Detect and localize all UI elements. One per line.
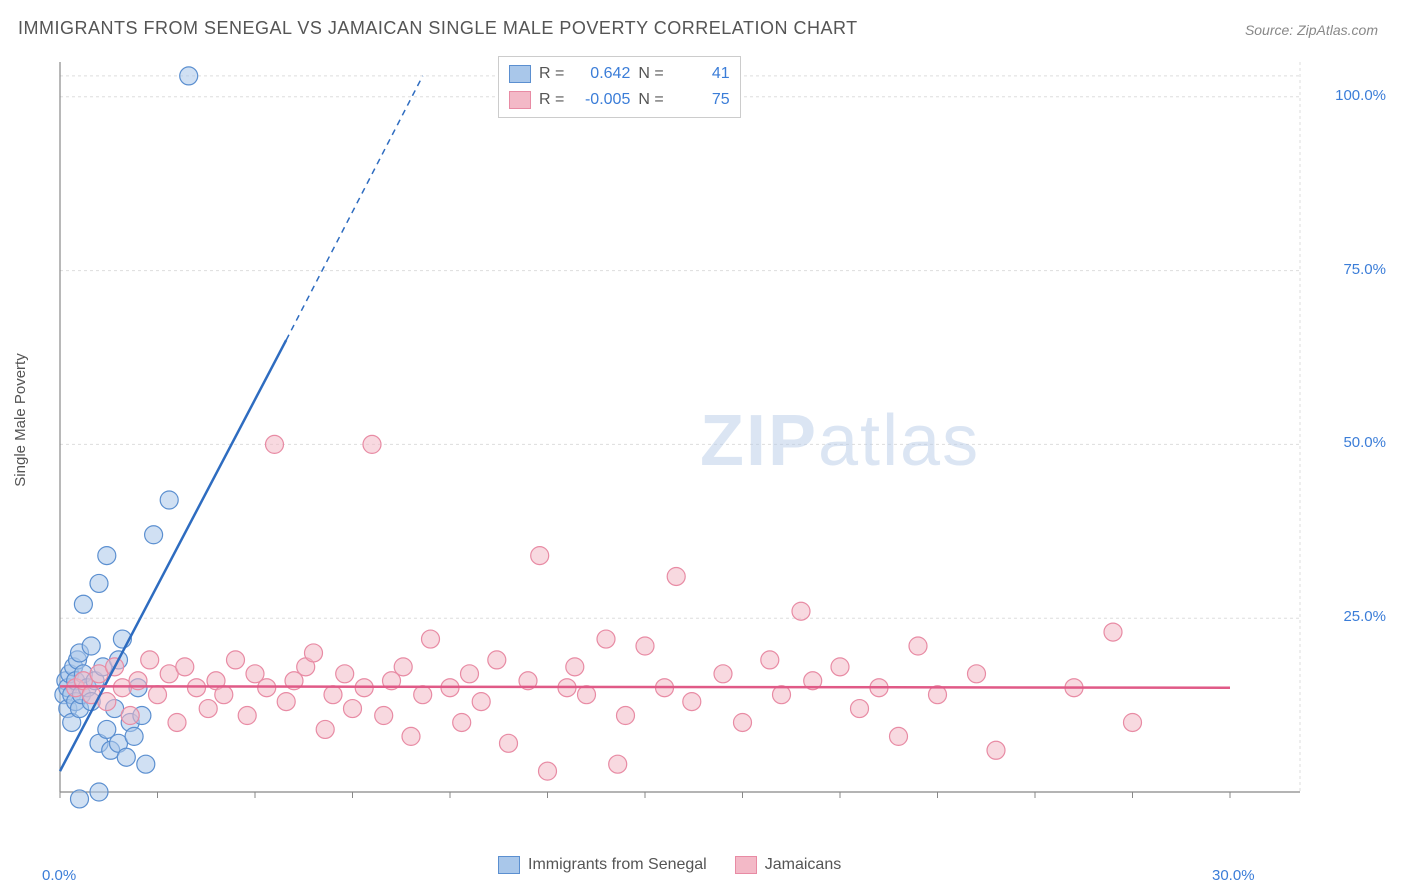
r-label: R =	[539, 91, 564, 109]
legend-row-senegal: R = 0.642 N = 41	[509, 61, 730, 87]
n-label: N =	[638, 65, 663, 83]
y-tick-label: 50.0%	[1343, 434, 1386, 451]
chart-area	[50, 52, 1310, 832]
legend-label-senegal: Immigrants from Senegal	[528, 856, 707, 874]
r-label: R =	[539, 65, 564, 83]
n-label: N =	[638, 91, 663, 109]
y-tick-label: 25.0%	[1343, 608, 1386, 625]
r-value-senegal: 0.642	[572, 65, 630, 83]
legend-row-jamaican: R = -0.005 N = 75	[509, 87, 730, 113]
swatch-senegal	[509, 65, 531, 83]
legend-item-senegal: Immigrants from Senegal	[498, 856, 707, 874]
scatter-plot	[50, 52, 1310, 832]
swatch-jamaican	[735, 856, 757, 874]
x-tick-label: 30.0%	[1212, 867, 1255, 884]
swatch-jamaican	[509, 91, 531, 109]
swatch-senegal	[498, 856, 520, 874]
source-prefix: Source:	[1245, 22, 1297, 38]
y-tick-label: 100.0%	[1335, 87, 1386, 104]
legend-label-jamaican: Jamaicans	[765, 856, 841, 874]
legend-item-jamaican: Jamaicans	[735, 856, 841, 874]
chart-title: IMMIGRANTS FROM SENEGAL VS JAMAICAN SING…	[18, 18, 858, 39]
n-value-jamaican: 75	[672, 91, 730, 109]
y-axis-label: Single Male Poverty	[12, 353, 29, 486]
source-name: ZipAtlas.com	[1297, 22, 1378, 38]
r-value-jamaican: -0.005	[572, 91, 630, 109]
x-tick-label: 0.0%	[42, 867, 76, 884]
source-attribution: Source: ZipAtlas.com	[1245, 22, 1378, 38]
y-tick-label: 75.0%	[1343, 261, 1386, 278]
n-value-senegal: 41	[672, 65, 730, 83]
correlation-legend: R = 0.642 N = 41 R = -0.005 N = 75	[498, 56, 741, 118]
series-legend: Immigrants from Senegal Jamaicans	[498, 856, 841, 874]
